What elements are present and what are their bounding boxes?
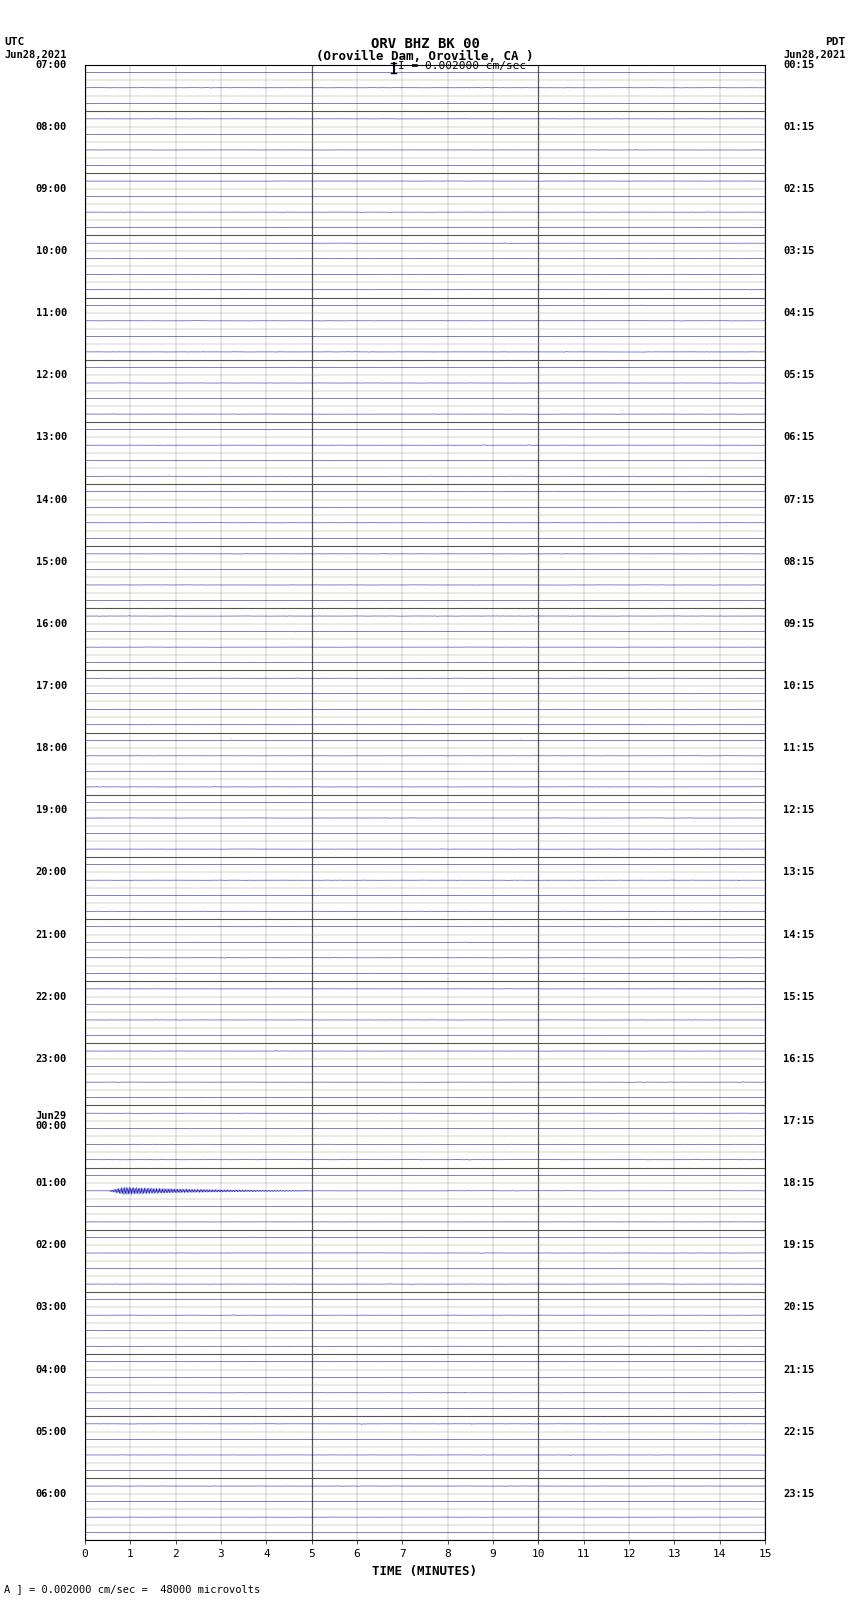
Text: 09:15: 09:15	[783, 619, 814, 629]
Text: 02:15: 02:15	[783, 184, 814, 194]
Text: 03:00: 03:00	[36, 1302, 67, 1313]
Text: 00:15: 00:15	[783, 60, 814, 69]
Text: 10:00: 10:00	[36, 245, 67, 256]
Text: 14:00: 14:00	[36, 495, 67, 505]
Text: 21:00: 21:00	[36, 929, 67, 939]
Text: (Oroville Dam, Oroville, CA ): (Oroville Dam, Oroville, CA )	[316, 50, 534, 63]
Text: 08:15: 08:15	[783, 556, 814, 566]
Text: 13:00: 13:00	[36, 432, 67, 442]
Text: 19:15: 19:15	[783, 1240, 814, 1250]
Text: 20:15: 20:15	[783, 1302, 814, 1313]
Text: 01:15: 01:15	[783, 121, 814, 132]
Text: 10:15: 10:15	[783, 681, 814, 690]
Text: 01:00: 01:00	[36, 1177, 67, 1189]
Text: 23:15: 23:15	[783, 1489, 814, 1498]
Text: UTC: UTC	[4, 37, 25, 47]
Text: Jun28,2021: Jun28,2021	[783, 50, 846, 60]
Text: 17:00: 17:00	[36, 681, 67, 690]
Text: 15:00: 15:00	[36, 556, 67, 566]
X-axis label: TIME (MINUTES): TIME (MINUTES)	[372, 1565, 478, 1578]
Text: 19:00: 19:00	[36, 805, 67, 815]
Text: 16:00: 16:00	[36, 619, 67, 629]
Text: 11:15: 11:15	[783, 744, 814, 753]
Text: I = 0.002000 cm/sec: I = 0.002000 cm/sec	[398, 61, 526, 71]
Text: 04:00: 04:00	[36, 1365, 67, 1374]
Text: 23:00: 23:00	[36, 1053, 67, 1065]
Text: 05:15: 05:15	[783, 371, 814, 381]
Text: Jun28,2021: Jun28,2021	[4, 50, 67, 60]
Text: 15:15: 15:15	[783, 992, 814, 1002]
Text: 14:15: 14:15	[783, 929, 814, 939]
Text: 09:00: 09:00	[36, 184, 67, 194]
Text: 05:00: 05:00	[36, 1426, 67, 1437]
Text: 11:00: 11:00	[36, 308, 67, 318]
Text: 02:00: 02:00	[36, 1240, 67, 1250]
Text: 20:00: 20:00	[36, 868, 67, 877]
Text: 18:15: 18:15	[783, 1177, 814, 1189]
Text: 08:00: 08:00	[36, 121, 67, 132]
Text: 22:00: 22:00	[36, 992, 67, 1002]
Text: 00:00: 00:00	[36, 1121, 67, 1131]
Text: 18:00: 18:00	[36, 744, 67, 753]
Text: 07:00: 07:00	[36, 60, 67, 69]
Text: 06:15: 06:15	[783, 432, 814, 442]
Text: PDT: PDT	[825, 37, 846, 47]
Text: 17:15: 17:15	[783, 1116, 814, 1126]
Text: ORV BHZ BK 00: ORV BHZ BK 00	[371, 37, 479, 52]
Text: Jun29: Jun29	[36, 1110, 67, 1121]
Text: 13:15: 13:15	[783, 868, 814, 877]
Text: 03:15: 03:15	[783, 245, 814, 256]
Text: 12:00: 12:00	[36, 371, 67, 381]
Text: 22:15: 22:15	[783, 1426, 814, 1437]
Text: 16:15: 16:15	[783, 1053, 814, 1065]
Text: 12:15: 12:15	[783, 805, 814, 815]
Text: 04:15: 04:15	[783, 308, 814, 318]
Text: 06:00: 06:00	[36, 1489, 67, 1498]
Text: 21:15: 21:15	[783, 1365, 814, 1374]
Text: A ] = 0.002000 cm/sec =  48000 microvolts: A ] = 0.002000 cm/sec = 48000 microvolts	[4, 1584, 260, 1594]
Text: 07:15: 07:15	[783, 495, 814, 505]
